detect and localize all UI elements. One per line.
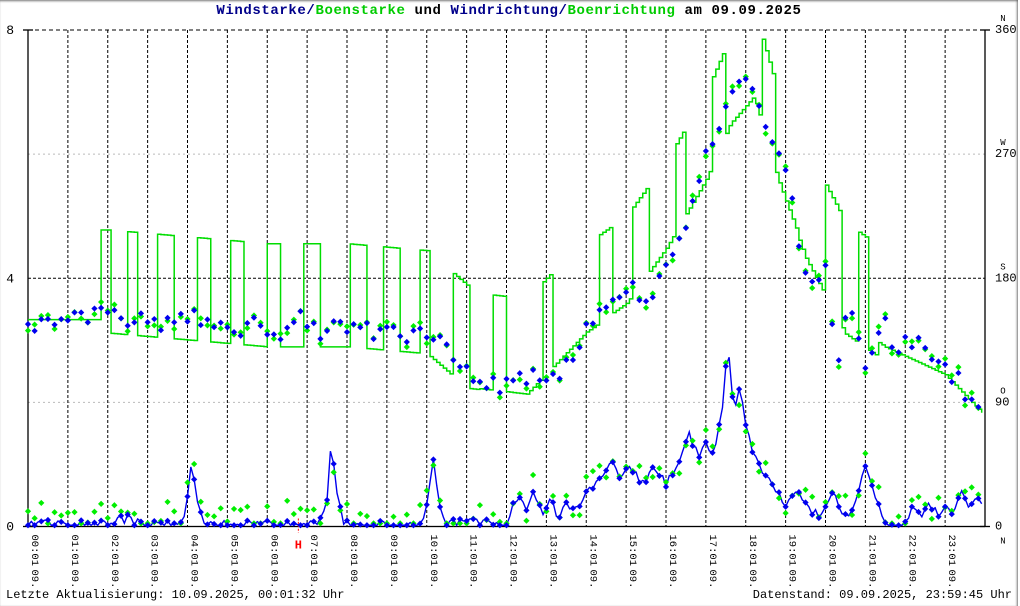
svg-text:09.: 09. [307,570,319,589]
svg-text:09.: 09. [945,570,957,589]
svg-text:4: 4 [6,271,14,286]
svg-text:13:01: 13:01 [546,535,558,567]
svg-text:09.: 09. [347,570,359,589]
svg-text:14:01: 14:01 [586,535,598,567]
svg-text:09.: 09. [267,570,279,589]
svg-text:10:01: 10:01 [427,535,439,567]
svg-text:23:01: 23:01 [945,535,957,567]
svg-text:07:01: 07:01 [307,535,319,567]
svg-text:09.: 09. [68,570,80,589]
svg-text:01:01: 01:01 [68,535,80,567]
svg-text:H: H [295,539,302,553]
svg-text:W: W [1000,138,1006,148]
svg-text:N: N [1000,537,1005,547]
svg-text:02:01: 02:01 [108,535,120,567]
svg-text:09.: 09. [387,570,399,589]
svg-text:09.: 09. [905,570,917,589]
svg-text:12:01: 12:01 [507,535,519,567]
svg-text:17:01: 17:01 [706,535,718,567]
svg-text:00:01: 00:01 [28,535,40,567]
svg-text:09.: 09. [666,570,678,589]
svg-text:22:01: 22:01 [905,535,917,567]
svg-text:11:01: 11:01 [467,535,479,567]
svg-text:06:01: 06:01 [267,535,279,567]
svg-text:08:01: 08:01 [347,535,359,567]
svg-text:09.: 09. [706,570,718,589]
svg-text:S: S [1000,262,1005,272]
svg-text:21:01: 21:01 [865,535,877,567]
svg-text:09:01: 09:01 [387,535,399,567]
svg-text:0: 0 [6,520,14,535]
svg-text:09.: 09. [28,570,40,589]
svg-text:20:01: 20:01 [826,535,838,567]
svg-text:O: O [1000,386,1005,396]
svg-text:0: 0 [995,520,1002,534]
svg-text:270: 270 [995,147,1017,161]
svg-text:16:01: 16:01 [666,535,678,567]
svg-text:360: 360 [995,23,1017,37]
svg-text:8: 8 [6,23,14,38]
svg-text:09.: 09. [546,570,558,589]
svg-text:09.: 09. [427,570,439,589]
svg-text:09.: 09. [108,570,120,589]
svg-text:09.: 09. [586,570,598,589]
svg-text:09.: 09. [148,570,160,589]
svg-text:09.: 09. [227,570,239,589]
svg-text:09.: 09. [626,570,638,589]
svg-text:15:01: 15:01 [626,535,638,567]
svg-text:18:01: 18:01 [746,535,758,567]
svg-text:04:01: 04:01 [188,535,200,567]
svg-text:N: N [1000,14,1005,24]
svg-text:09.: 09. [188,570,200,589]
svg-text:09.: 09. [746,570,758,589]
svg-text:05:01: 05:01 [227,535,239,567]
svg-text:09.: 09. [865,570,877,589]
svg-text:180: 180 [995,271,1017,285]
svg-text:09.: 09. [467,570,479,589]
svg-text:09.: 09. [507,570,519,589]
svg-text:09.: 09. [786,570,798,589]
svg-text:90: 90 [995,395,1009,409]
svg-text:19:01: 19:01 [786,535,798,567]
svg-text:03:01: 03:01 [148,535,160,567]
svg-text:09.: 09. [826,570,838,589]
